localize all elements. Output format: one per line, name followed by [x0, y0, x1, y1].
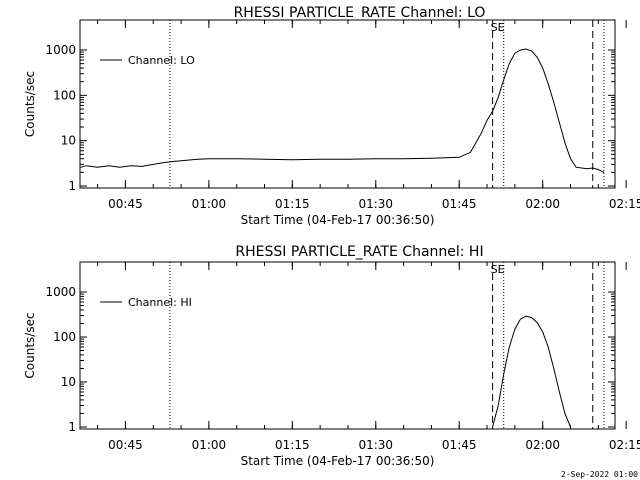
panel-2-data-point — [570, 426, 571, 428]
panel-1-data-point — [86, 165, 87, 167]
panel-1-data-point — [458, 156, 460, 158]
panel-2-x-tick-label: 00:45 — [108, 438, 143, 452]
panel-2-x-tick-label: 01:15 — [275, 438, 310, 452]
panel-1-data-point — [431, 157, 432, 159]
panel-1-data-point — [525, 48, 527, 50]
panel-1-data-point — [236, 158, 238, 160]
panel-1-data-point — [531, 50, 532, 52]
panel-1-data-point — [597, 169, 599, 171]
panel-1-data-point — [141, 166, 143, 167]
panel-1-data-point — [503, 79, 505, 81]
panel-1-data-point — [347, 158, 349, 160]
panel-1-x-tick-label: 00:45 — [108, 197, 143, 211]
panel-1-data-point — [80, 166, 82, 168]
panel-1-y-tick-label: 10 — [61, 134, 76, 148]
panel-1-data-point — [291, 159, 293, 161]
panel-2-y-tick-label: 100 — [53, 330, 76, 344]
panel-2-data-point — [508, 346, 510, 348]
panel-1-data-point — [163, 162, 165, 163]
panel-2-data-point — [542, 331, 544, 333]
panel-1-x-tick-label: 02:15 — [609, 197, 640, 211]
panel-1-data-point — [264, 158, 265, 160]
panel-2-y-tick-label: 1 — [68, 420, 76, 434]
panel-1-data-point — [319, 158, 321, 160]
panel-1-data-point — [208, 158, 210, 160]
panel-2-data-point — [492, 426, 494, 428]
panel-2-x-axis-label: Start Time (04-Feb-17 00:36:50) — [241, 454, 435, 468]
panel-2-data-point — [497, 405, 499, 406]
panel-2-y-tick-label: 1000 — [45, 285, 76, 299]
panel-1-data-point — [497, 97, 499, 98]
panel-2-data-point — [514, 328, 516, 330]
panel-2-x-tick-label: 01:00 — [192, 438, 227, 452]
panel-1-data-point — [570, 158, 571, 160]
panel-1-data-point — [197, 158, 199, 160]
panel-1-annotation-label: SE — [491, 21, 505, 34]
panel-2-y-tick-label: 10 — [61, 375, 76, 389]
panel-1-chart-title: RHESSI PARTICLE_RATE Channel: LO — [234, 5, 486, 21]
panel-1-data-point — [119, 166, 121, 168]
panel-1-data-point — [603, 171, 605, 173]
panel-2-data-point — [525, 315, 527, 317]
panel-1-data-point — [492, 110, 494, 112]
panel-1-data-point — [564, 142, 566, 144]
panel-1-data-point — [152, 163, 154, 165]
panel-1-x-tick-label: 01:00 — [192, 197, 227, 211]
panel-1-series-line — [80, 48, 605, 173]
panel-1-data-point — [475, 142, 477, 144]
panel-1-data-point — [486, 119, 488, 121]
panel-2-data-point — [503, 373, 505, 375]
panel-1-data-point — [108, 165, 110, 167]
panel-1-x-tick-label: 01:30 — [358, 197, 393, 211]
panel-2-data-point — [558, 391, 560, 393]
panel-1-data-point — [575, 166, 577, 168]
panel-1-y-axis-label: Counts/sec — [23, 71, 37, 137]
panel-1-data-point — [581, 167, 583, 169]
panel-2-data-point — [520, 318, 521, 320]
panel-2-series-line — [492, 315, 571, 428]
panel-2-data-point — [531, 317, 532, 318]
panel-1-data-point — [508, 63, 510, 65]
panel-2-x-tick-label: 01:45 — [442, 438, 477, 452]
panel-1-data-point — [558, 122, 560, 124]
panel-2-annotation-label: SE — [491, 263, 505, 276]
panel-1-data-point — [520, 49, 521, 51]
panel-1-data-point — [586, 168, 588, 170]
plot-timestamp: 2-Sep-2022 01:00 — [560, 470, 638, 479]
panel-1-y-tick-label: 1 — [68, 179, 76, 193]
panel-2-x-tick-label: 02:00 — [525, 438, 560, 452]
panel-2-chart-title: RHESSI PARTICLE_RATE Channel: HI — [235, 244, 483, 260]
panel-1-data-point — [469, 152, 471, 153]
panel-1-x-tick-label: 01:15 — [275, 197, 310, 211]
panel-2-y-axis-label: Counts/sec — [23, 312, 37, 378]
panel-1-y-tick-label: 1000 — [45, 43, 76, 57]
panel-1-data-point — [175, 160, 176, 162]
panel-2-data-point — [564, 413, 566, 414]
panel-1-data-point — [186, 159, 188, 161]
panel-1-data-point — [514, 52, 516, 54]
panel-2-legend-label: Channel: HI — [128, 296, 192, 309]
panel-2-data-point — [553, 368, 555, 369]
panel-1-y-tick-label: 100 — [53, 88, 76, 102]
panel-1-x-tick-label: 01:45 — [442, 197, 477, 211]
panel-2-x-tick-label: 01:30 — [358, 438, 393, 452]
panel-2-data-point — [536, 322, 538, 323]
panel-1-legend-label: Channel: LO — [128, 54, 195, 67]
panel-2-data-point — [547, 346, 549, 348]
panel-1-x-tick-label: 02:00 — [525, 197, 560, 211]
panel-1-data-point — [542, 67, 544, 69]
panel-2-plot-frame — [79, 261, 616, 430]
panel-1-data-point — [97, 166, 99, 168]
panel-2-x-tick-label: 02:15 — [609, 438, 640, 452]
panel-1-data-point — [592, 167, 594, 169]
panel-1-data-point — [403, 158, 404, 160]
panel-1-data-point — [553, 101, 555, 103]
panel-1-data-point — [547, 83, 549, 85]
panel-1-data-point — [375, 158, 377, 160]
panel-1-data-point — [481, 132, 482, 134]
panel-1-data-point — [130, 165, 132, 167]
panel-1-data-point — [536, 56, 538, 58]
panel-1-x-axis-label: Start Time (04-Feb-17 00:36:50) — [241, 213, 435, 227]
